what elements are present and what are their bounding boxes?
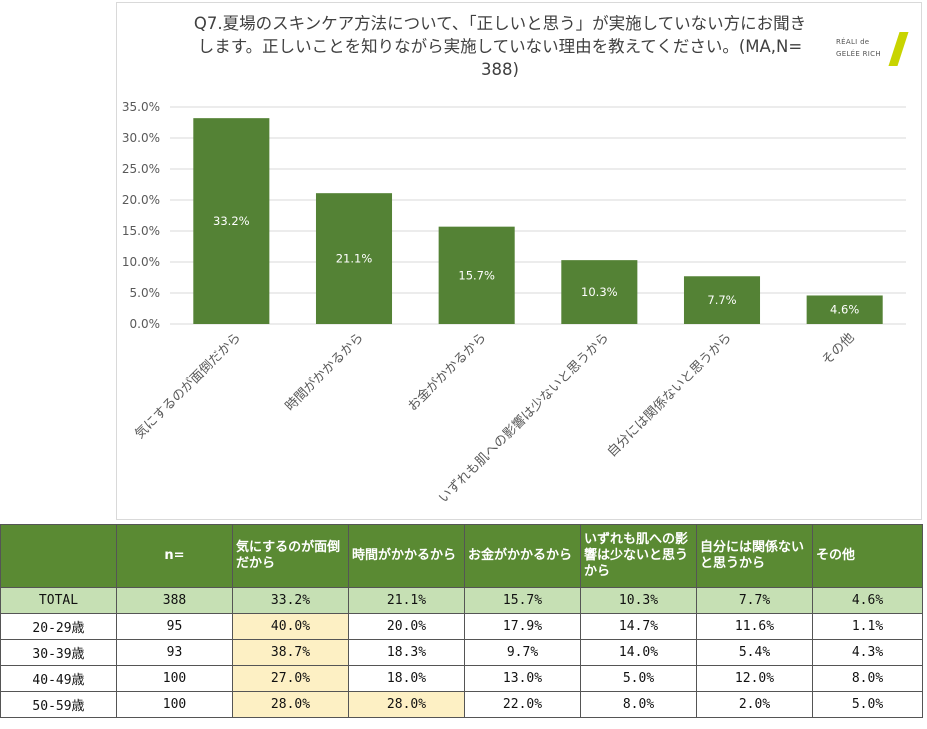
- data-label: 21.1%: [336, 252, 373, 266]
- value-cell: 4.3%: [812, 639, 923, 666]
- value-cell: 11.6%: [696, 613, 813, 640]
- n-cell: 100: [116, 665, 233, 692]
- value-cell: 21.1%: [348, 587, 465, 614]
- value-cell: 5.4%: [696, 639, 813, 666]
- value-cell: 14.7%: [580, 613, 697, 640]
- table-header-cell: その他: [812, 524, 923, 588]
- value-cell: 4.6%: [812, 587, 923, 614]
- brand-logo: RÉALI de GELÉE RICH: [836, 30, 916, 70]
- data-label: 33.2%: [213, 214, 250, 228]
- table-header-cell: いずれも肌への影響は少ないと思うから: [580, 524, 697, 588]
- table-row: 20-29歳 95 40.0% 20.0% 17.9% 14.7% 11.6% 1.1%: [0, 613, 923, 640]
- table-header-cell: 時間がかかるから: [348, 524, 465, 588]
- y-tick-label: 15.0%: [122, 224, 160, 238]
- y-tick-label: 5.0%: [130, 286, 161, 300]
- n-cell: 100: [116, 691, 233, 718]
- logo-text-line2: GELÉE RICH: [836, 50, 881, 58]
- data-table: n= 気にするのが面倒だから 時間がかかるから お金がかかるから いずれも肌への影響は少…: [0, 524, 923, 718]
- value-cell: 9.7%: [464, 639, 581, 666]
- value-cell: 1.1%: [812, 613, 923, 640]
- bar: [315, 193, 393, 324]
- value-cell: 27.0%: [232, 665, 349, 692]
- n-cell: 95: [116, 613, 233, 640]
- value-cell: 20.0%: [348, 613, 465, 640]
- x-tick-label: 時間がかかるから: [283, 330, 367, 414]
- value-cell: 17.9%: [464, 613, 581, 640]
- value-cell: 14.0%: [580, 639, 697, 666]
- chart-title: Q7.夏場のスキンケア方法について、「正しいと思う」が実施していない方にお聞き …: [140, 12, 860, 81]
- table-row: 30-39歳 93 38.7% 18.3% 9.7% 14.0% 5.4% 4.3%: [0, 639, 923, 666]
- x-tick-label: 自分には関係ないと思うから: [605, 330, 735, 460]
- value-cell: 18.0%: [348, 665, 465, 692]
- logo-text-line1: RÉALI de: [836, 38, 870, 46]
- bar-chart: 0.0% 5.0% 10.0% 15.0% 20.0% 25.0% 30.0% 35.0% 33…: [122, 100, 906, 506]
- bar: [683, 276, 761, 324]
- table-header-cell: 気にするのが面倒だから: [232, 524, 349, 588]
- value-cell: 12.0%: [696, 665, 813, 692]
- value-cell: 28.0%: [232, 691, 349, 718]
- chart-title-line: Q7.夏場のスキンケア方法について、「正しいと思う」が実施していない方にお聞き: [193, 14, 807, 33]
- y-tick-label: 35.0%: [122, 100, 160, 114]
- row-label: 50-59歳: [0, 691, 117, 718]
- row-label: 40-49歳: [0, 665, 117, 692]
- value-cell: 10.3%: [580, 587, 697, 614]
- table-row: 40-49歳 100 27.0% 18.0% 13.0% 5.0% 12.0% 8.0%: [0, 665, 923, 692]
- value-cell: 5.0%: [812, 691, 923, 718]
- value-cell: 8.0%: [580, 691, 697, 718]
- value-cell: 2.0%: [696, 691, 813, 718]
- table-header-cell: n=: [116, 524, 233, 588]
- chart-title-line: 388): [481, 60, 519, 79]
- value-cell: 38.7%: [232, 639, 349, 666]
- y-tick-label: 0.0%: [130, 317, 161, 331]
- n-cell: 93: [116, 639, 233, 666]
- bar: [561, 260, 638, 324]
- value-cell: 8.0%: [812, 665, 923, 692]
- x-tick-label: お金がかかるから: [405, 330, 490, 415]
- data-label: 15.7%: [458, 268, 495, 282]
- table-body: TOTAL 388 33.2% 21.1% 15.7% 10.3% 7.7% 4.6% 20-2…: [0, 587, 923, 718]
- data-label: 10.3%: [581, 285, 618, 299]
- y-tick-label: 30.0%: [122, 131, 160, 145]
- value-cell: 40.0%: [232, 613, 349, 640]
- y-tick-label: 20.0%: [122, 193, 160, 207]
- table-header-cell: お金がかかるから: [464, 524, 581, 588]
- value-cell: 22.0%: [464, 691, 581, 718]
- data-label: 7.7%: [707, 293, 736, 307]
- value-cell: 13.0%: [464, 665, 581, 692]
- chart-title-line: します。正しいことを知りながら実施していない理由を教えてください。(MA,N=: [197, 37, 803, 56]
- bar: [806, 295, 883, 324]
- x-tick-label: その他: [819, 330, 857, 368]
- value-cell: 33.2%: [232, 587, 349, 614]
- row-label: 20-29歳: [0, 613, 117, 640]
- row-label: 30-39歳: [0, 639, 117, 666]
- bar: [193, 118, 270, 324]
- bar: [438, 226, 515, 324]
- x-tick-label: 気にするのが面倒だから: [132, 330, 245, 443]
- value-cell: 7.7%: [696, 587, 813, 614]
- y-tick-label: 10.0%: [122, 255, 160, 269]
- value-cell: 28.0%: [348, 691, 465, 718]
- table-header-row: n= 気にするのが面倒だから 時間がかかるから お金がかかるから いずれも肌への影響は少…: [0, 524, 923, 588]
- table-row: TOTAL 388 33.2% 21.1% 15.7% 10.3% 7.7% 4.6%: [0, 587, 923, 614]
- value-cell: 18.3%: [348, 639, 465, 666]
- table-header-corner: [0, 524, 117, 588]
- table-row: 50-59歳 100 28.0% 28.0% 22.0% 8.0% 2.0% 5.0%: [0, 691, 923, 718]
- row-label: TOTAL: [0, 587, 117, 614]
- value-cell: 5.0%: [580, 665, 697, 692]
- n-cell: 388: [116, 587, 233, 614]
- data-label: 4.6%: [830, 303, 859, 317]
- table-header-cell: 自分には関係ないと思うから: [696, 524, 813, 588]
- y-tick-label: 25.0%: [122, 162, 160, 176]
- value-cell: 15.7%: [464, 587, 581, 614]
